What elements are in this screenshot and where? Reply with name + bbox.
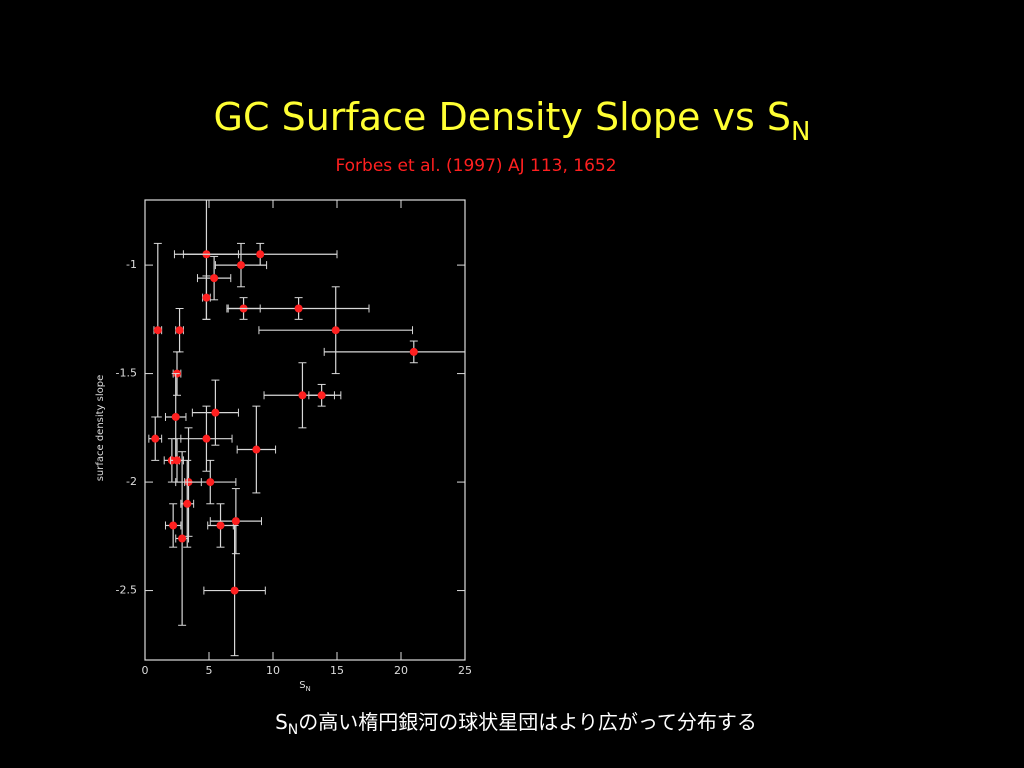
x-tick-label: 5: [206, 664, 213, 677]
data-point: [210, 274, 219, 283]
data-point: [169, 521, 178, 530]
x-axis-label: SN: [299, 680, 311, 693]
x-tick-label: 20: [394, 664, 408, 677]
data-point: [173, 456, 181, 465]
data-point: [206, 478, 215, 487]
x-tick-label: 15: [330, 664, 344, 677]
y-tick-label: -1.5: [116, 367, 137, 380]
data-point: [183, 499, 192, 508]
subtitle: Forbes et al. (1997) AJ 113, 1652: [335, 156, 616, 176]
slide-title: GC Surface Density Slope vs SN: [214, 95, 811, 147]
data-point: [317, 391, 326, 400]
data-point: [153, 326, 162, 335]
data-point: [202, 293, 211, 302]
y-axis-label: surface density slope: [95, 375, 106, 482]
caption-main: S: [275, 710, 288, 734]
plot-frame: [144, 199, 466, 661]
y-tick-label: -1: [126, 258, 137, 271]
data-point: [256, 250, 265, 259]
x-label-main: S: [299, 680, 305, 691]
data-point: [252, 445, 261, 454]
data-point: [231, 517, 240, 526]
x-tick-label: 10: [266, 664, 280, 677]
data-point: [178, 534, 187, 543]
data-point: [175, 326, 184, 335]
x-tick-label: 25: [458, 664, 472, 677]
x-label-sub: N: [306, 685, 311, 693]
data-point: [409, 347, 418, 356]
data-point: [202, 434, 211, 443]
caption-rest: の高い楕円銀河の球状星団はより広がって分布する: [298, 710, 757, 734]
data-point: [230, 586, 239, 595]
caption: SNの高い楕円銀河の球状星団はより広がって分布する: [275, 710, 757, 738]
y-tick-label: -2.5: [116, 584, 137, 597]
data-point: [294, 304, 303, 313]
x-tick-label: 0: [142, 664, 149, 677]
data-point: [171, 412, 180, 421]
data-point: [211, 408, 220, 417]
title-main: GC Surface Density Slope vs S: [214, 95, 791, 139]
title-sub: N: [791, 117, 810, 147]
y-tick-label: -2: [126, 475, 137, 488]
data-point: [331, 326, 340, 335]
data-point: [151, 434, 160, 443]
data-point: [237, 261, 245, 270]
caption-sub: N: [288, 722, 298, 738]
data-point: [216, 521, 225, 530]
data-point: [298, 391, 307, 400]
